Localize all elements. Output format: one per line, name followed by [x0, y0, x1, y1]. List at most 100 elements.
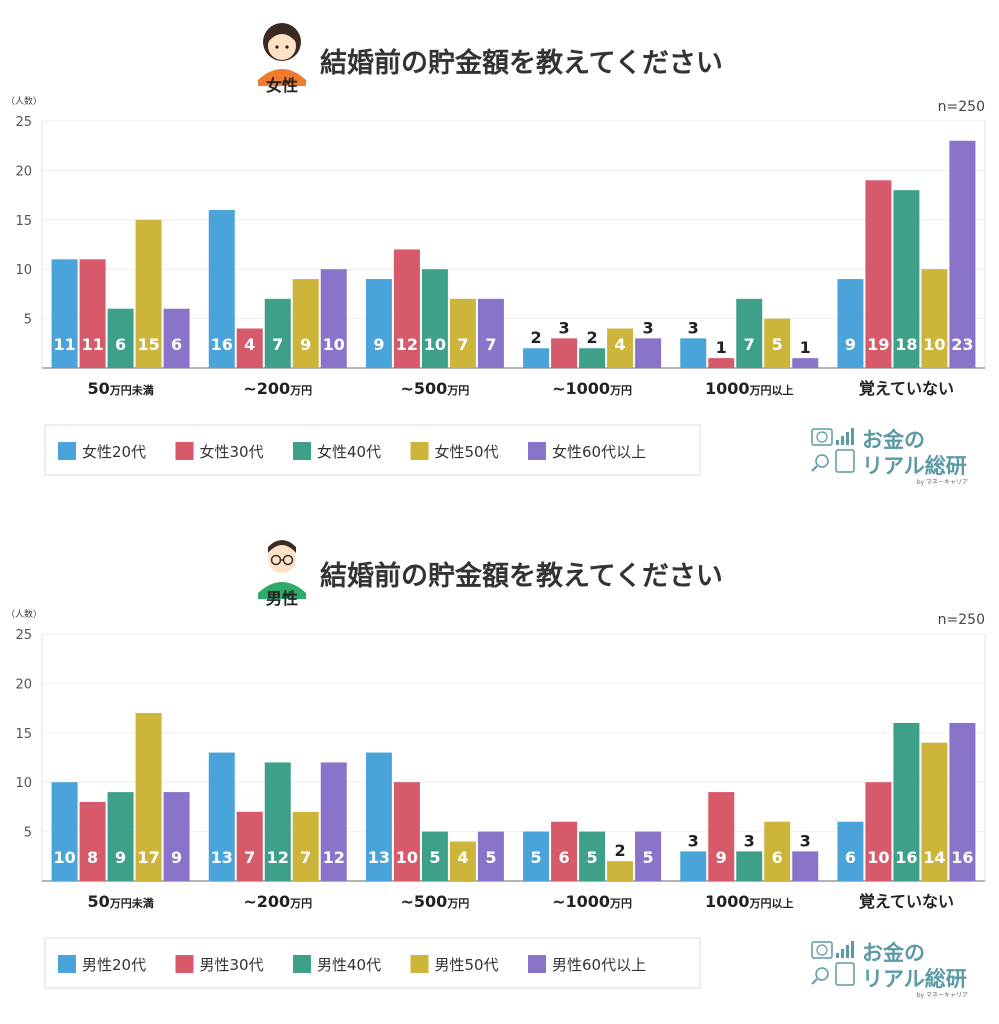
female-legend-label: 女性40代 — [317, 443, 381, 461]
male-bar — [635, 831, 662, 881]
male-bar-value-label: 2 — [615, 841, 626, 860]
male-bar-value-label: 8 — [87, 848, 98, 867]
male-bar — [708, 792, 735, 881]
female-logo: お金の リアル総研 by マネーキャリア — [811, 428, 968, 486]
female-bar-value-label: 9 — [300, 335, 311, 354]
male-bar-value-label: 3 — [744, 831, 755, 850]
female-logo-line1: お金の — [862, 428, 925, 452]
female-bar — [292, 279, 319, 368]
male-y-tick-label: 25 — [15, 628, 32, 643]
female-bar — [921, 269, 948, 368]
male-bar-value-label: 5 — [485, 848, 496, 867]
female-y-tick-label: 25 — [15, 115, 32, 130]
female-legend-swatch — [58, 442, 76, 460]
male-bar — [764, 821, 791, 881]
female-legend-swatch — [528, 442, 546, 460]
female-bar-value-label: 1 — [716, 338, 727, 357]
male-logo: お金の リアル総研 by マネーキャリア — [811, 941, 968, 999]
male-y-tick-label: 5 — [24, 826, 32, 841]
male-bar — [607, 861, 634, 881]
male-category-label: 50万円未満 — [87, 892, 153, 911]
male-bar — [365, 752, 392, 881]
female-bar — [135, 219, 162, 368]
male-legend-swatch — [58, 955, 76, 973]
female-bar-value-label: 7 — [485, 335, 496, 354]
female-bar-value-label: 6 — [171, 335, 182, 354]
female-bar-value-label: 4 — [615, 335, 626, 354]
female-bar — [764, 318, 791, 368]
male-bar-value-label: 3 — [688, 831, 699, 850]
male-bar — [320, 762, 347, 881]
male-bar-value-label: 16 — [951, 848, 973, 867]
female-bar — [208, 209, 235, 368]
female-y-tick-label: 10 — [15, 263, 32, 278]
male-bar-value-label: 10 — [53, 848, 75, 867]
male-bar-value-label: 5 — [429, 848, 440, 867]
female-y-unit: （人数） — [6, 95, 42, 107]
female-avatar-icon — [258, 23, 306, 86]
female-category-label: 50万円未満 — [87, 379, 153, 398]
female-chart-panel: 女性 結婚前の貯金額を教えてください （人数） n=250 5 10 15 20 25 1… — [0, 0, 999, 500]
female-bar — [837, 279, 864, 368]
female-bar-value-label: 11 — [53, 335, 75, 354]
male-bar — [736, 851, 763, 881]
male-category-label: ~500万円 — [401, 892, 470, 911]
female-bar-value-label: 3 — [688, 318, 699, 337]
male-avatar-icon — [258, 540, 306, 599]
male-gender-label: 男性 — [266, 589, 298, 608]
female-legend-label: 女性20代 — [82, 443, 146, 461]
male-bar — [107, 792, 134, 881]
male-legend-swatch — [175, 955, 194, 973]
male-y-tick-label: 10 — [15, 776, 32, 791]
female-category-label: ~500万円 — [401, 379, 470, 398]
female-legend-label: 女性50代 — [435, 443, 499, 461]
male-y-tick-label: 15 — [15, 727, 32, 742]
female-chart-title: 結婚前の貯金額を教えてください — [320, 47, 723, 79]
male-bar-value-label: 3 — [800, 831, 811, 850]
male-bar — [921, 742, 948, 881]
male-legend-swatch — [410, 955, 429, 973]
male-chart-panel: 男性 結婚前の貯金額を教えてください （人数） n=250 5 10 15 20 25 1… — [0, 513, 999, 1013]
female-y-tick-label: 15 — [15, 214, 32, 229]
female-bar — [865, 180, 892, 368]
female-bar — [551, 338, 578, 368]
female-bar — [607, 328, 634, 368]
male-legend-label: 男性40代 — [317, 956, 381, 974]
male-bar-value-label: 10 — [867, 848, 889, 867]
male-bar-value-label: 7 — [300, 848, 311, 867]
male-bar-value-label: 10 — [396, 848, 418, 867]
male-bar-value-label: 9 — [171, 848, 182, 867]
male-bar — [949, 722, 976, 881]
male-legend-swatch — [293, 955, 311, 973]
female-logo-yen-icon — [811, 428, 833, 446]
male-bar — [208, 752, 235, 881]
female-logo-magnifier-icon — [815, 454, 829, 468]
male-logo-line2: リアル総研 — [862, 967, 967, 991]
male-logo-document-icon — [835, 962, 855, 986]
female-category-label: 覚えていない — [859, 379, 954, 398]
female-bar — [477, 298, 504, 368]
male-bar-value-label: 6 — [845, 848, 856, 867]
male-logo-yen-icon — [811, 941, 833, 959]
male-bar — [393, 782, 420, 881]
male-bar-value-label: 6 — [772, 848, 783, 867]
male-bar-value-label: 9 — [115, 848, 126, 867]
male-bar — [292, 811, 319, 881]
male-category-label: ~200万円 — [243, 892, 312, 911]
male-bar-value-label: 9 — [716, 848, 727, 867]
male-logo-magnifier-icon — [815, 967, 829, 981]
female-bar — [893, 190, 920, 368]
male-bar-value-label: 13 — [211, 848, 233, 867]
male-bar — [135, 713, 162, 881]
female-gender-label: 女性 — [266, 76, 298, 95]
female-bar-value-label: 10 — [923, 335, 945, 354]
female-bar — [635, 338, 662, 368]
female-bar-value-label: 1 — [800, 338, 811, 357]
male-bar — [51, 782, 78, 881]
female-bar — [449, 298, 476, 368]
female-bar-value-label: 18 — [895, 335, 917, 354]
male-bar-value-label: 4 — [457, 848, 468, 867]
male-bar-value-label: 5 — [643, 848, 654, 867]
female-bar-value-label: 9 — [373, 335, 384, 354]
male-y-tick-label: 20 — [15, 677, 32, 692]
